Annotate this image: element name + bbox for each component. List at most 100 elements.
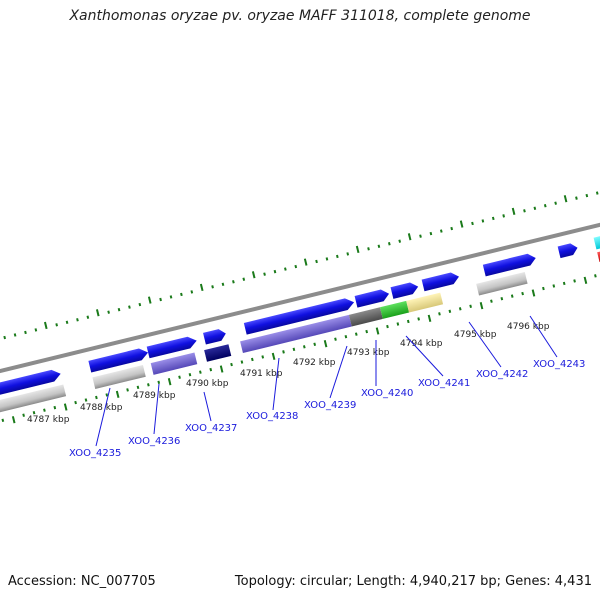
tick-mark — [107, 310, 110, 314]
tick-mark — [313, 342, 317, 346]
gene-arrow[interactable] — [88, 347, 149, 373]
gene-label[interactable]: XOO_4239 — [304, 400, 356, 411]
inner-tick-row — [1, 274, 597, 424]
tick-mark — [117, 307, 121, 312]
tick-mark — [323, 340, 328, 348]
tick-mark — [419, 234, 422, 238]
tick-mark — [575, 196, 578, 200]
tick-mark — [334, 337, 337, 341]
tick-mark — [448, 309, 452, 314]
gene-arrow[interactable] — [146, 335, 198, 359]
tick-mark — [491, 216, 495, 221]
tick-mark — [521, 291, 524, 296]
leader-line — [203, 391, 212, 422]
tick-mark — [180, 292, 183, 297]
leader-line — [329, 345, 348, 399]
leader-line — [272, 357, 280, 411]
gene-arrow[interactable] — [390, 281, 420, 299]
tick-mark — [251, 357, 254, 362]
gene-label[interactable]: XOO_4241 — [418, 378, 470, 389]
gene-label[interactable]: XOO_4235 — [69, 448, 121, 459]
kbp-label: 4787 kbp — [27, 415, 70, 425]
annotation-boxes — [0, 271, 528, 413]
kbp-label: 4788 kbp — [80, 403, 123, 413]
annotation-box[interactable] — [0, 384, 67, 413]
kbp-label: 4796 kbp — [507, 322, 550, 332]
annotation-box[interactable] — [406, 292, 444, 313]
gene-arrow[interactable] — [354, 288, 391, 308]
kbp-label: 4794 kbp — [400, 339, 443, 349]
tick-mark — [105, 393, 109, 397]
tick-mark — [178, 375, 181, 379]
tick-mark — [167, 378, 172, 386]
tick-mark — [396, 322, 400, 326]
tick-mark — [302, 345, 306, 349]
gene-arrow[interactable] — [0, 368, 62, 397]
tick-mark — [417, 317, 420, 321]
tick-mark — [221, 282, 225, 286]
gene-arrow[interactable] — [203, 328, 227, 345]
tick-mark — [469, 304, 472, 308]
tick-mark — [230, 362, 233, 367]
tick-mark — [76, 318, 79, 322]
tick-mark — [523, 209, 526, 213]
tick-mark — [500, 296, 504, 301]
gene-arrow[interactable] — [421, 271, 461, 292]
tick-mark — [377, 244, 381, 248]
annotation-box[interactable] — [348, 307, 383, 327]
genome-backbone — [0, 201, 600, 386]
tick-mark — [554, 201, 557, 205]
tick-mark — [43, 408, 46, 412]
tick-mark — [84, 398, 88, 402]
tick-mark — [354, 332, 358, 336]
tick-mark — [336, 254, 339, 259]
tick-mark — [355, 245, 360, 254]
gene-arrow[interactable] — [557, 242, 579, 259]
tick-mark — [1, 418, 5, 422]
tick-mark — [86, 315, 90, 319]
tick-mark — [406, 319, 410, 324]
leader-line — [153, 383, 160, 435]
tick-mark — [11, 416, 16, 424]
tick-mark — [199, 283, 204, 292]
tick-mark — [325, 257, 329, 261]
annotation-box[interactable] — [92, 365, 146, 390]
kbp-label: 4793 kbp — [347, 348, 390, 358]
gene-label[interactable]: XOO_4240 — [361, 388, 413, 399]
tick-mark — [138, 302, 142, 307]
gene-label[interactable]: XOO_4236 — [128, 436, 180, 447]
tick-mark — [542, 286, 545, 291]
accession-text: Accession: NC_007705 — [8, 574, 156, 589]
tick-mark — [594, 274, 597, 278]
tick-mark — [63, 403, 68, 411]
gene-arrow[interactable] — [243, 296, 356, 335]
tick-mark — [533, 206, 537, 210]
annotation-box[interactable] — [150, 352, 198, 375]
kbp-label: 4789 kbp — [133, 391, 176, 401]
leader-line — [405, 335, 444, 377]
gene-label[interactable]: XOO_4243 — [533, 359, 585, 370]
tick-mark — [481, 219, 485, 223]
tick-mark — [284, 267, 287, 271]
annotation-box[interactable] — [379, 300, 410, 319]
leader-line — [95, 387, 111, 447]
genome-track — [0, 191, 600, 424]
tick-mark — [375, 327, 380, 335]
annotation-box[interactable] — [240, 314, 352, 354]
gene-label[interactable]: XOO_4238 — [246, 411, 298, 422]
tick-mark — [429, 231, 433, 236]
gene-label[interactable]: XOO_4237 — [185, 423, 237, 434]
tick-mark — [502, 214, 505, 218]
tick-mark — [95, 309, 100, 317]
gene-arrow[interactable] — [482, 252, 537, 277]
tick-mark — [479, 302, 484, 310]
tick-mark — [271, 352, 276, 360]
tick-mark — [273, 269, 277, 274]
tick-mark — [209, 367, 213, 372]
tick-mark — [595, 191, 599, 195]
annotation-box[interactable] — [204, 344, 232, 362]
annotation-box[interactable] — [476, 271, 528, 296]
gene-label[interactable]: XOO_4242 — [476, 369, 528, 380]
tick-mark — [3, 335, 7, 340]
